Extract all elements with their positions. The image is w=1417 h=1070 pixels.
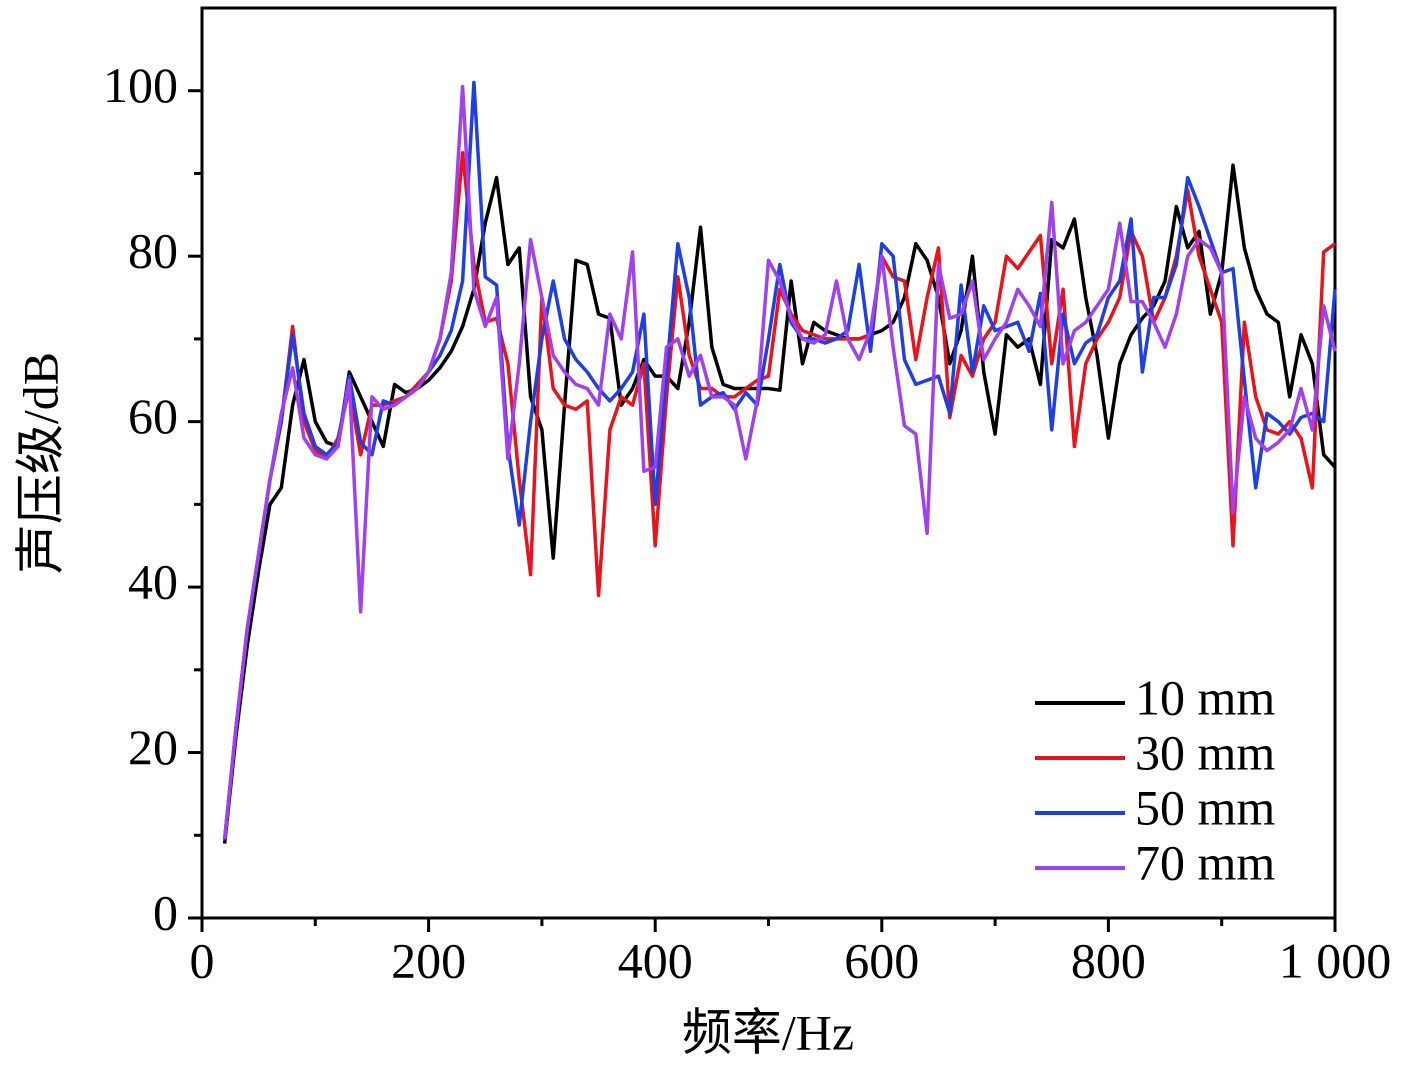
legend-label: 70 mm	[1135, 834, 1275, 890]
x-tick-label: 0	[190, 932, 215, 988]
series-line	[222, 84, 1337, 840]
y-tick-label: 20	[128, 719, 178, 775]
y-tick-label: 60	[128, 388, 178, 444]
x-tick-label: 600	[844, 932, 919, 988]
y-tick-label: 0	[153, 884, 178, 940]
x-tick-label: 200	[391, 932, 466, 988]
x-tick-label: 1 000	[1279, 932, 1392, 988]
y-axis-label: 声压级/dB	[12, 352, 68, 574]
y-tick-label: 80	[128, 223, 178, 279]
x-tick-label: 400	[618, 932, 693, 988]
legend-label: 50 mm	[1135, 779, 1275, 835]
legend-label: 30 mm	[1135, 724, 1275, 780]
x-tick-label: 800	[1071, 932, 1146, 988]
y-tick-label: 100	[103, 57, 178, 113]
x-axis-label: 频率/Hz	[682, 1004, 854, 1060]
legend-label: 10 mm	[1135, 669, 1275, 725]
y-tick-label: 40	[128, 554, 178, 610]
